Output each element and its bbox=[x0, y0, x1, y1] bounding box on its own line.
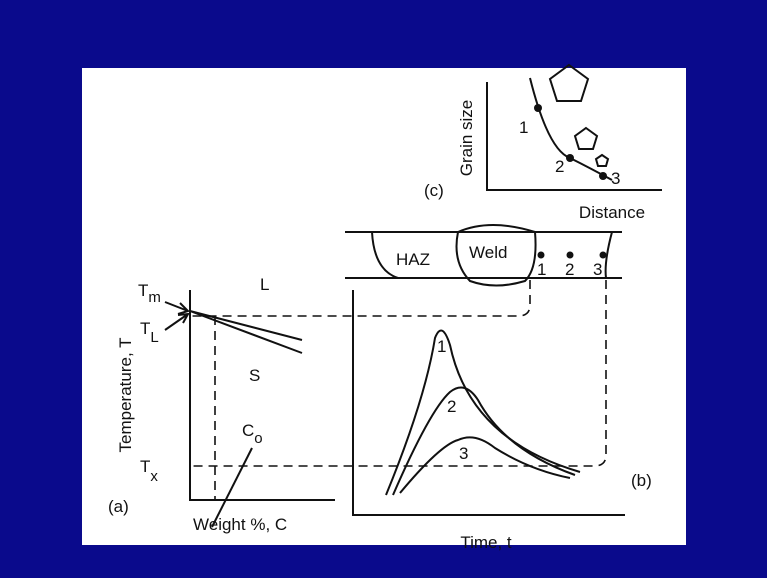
point-label: 2 bbox=[565, 260, 574, 279]
point bbox=[599, 172, 607, 180]
axes bbox=[486, 82, 662, 191]
axes bbox=[189, 290, 335, 501]
connector bbox=[190, 280, 607, 467]
grain-small bbox=[594, 153, 610, 167]
point bbox=[566, 154, 574, 162]
curve-label: 3 bbox=[459, 444, 468, 463]
arrow bbox=[164, 312, 190, 331]
symbol: C bbox=[242, 421, 254, 440]
x-axis-label: Distance bbox=[579, 203, 645, 222]
co-label: Co bbox=[242, 421, 263, 447]
point-label: 1 bbox=[519, 118, 528, 137]
point bbox=[537, 251, 545, 259]
point-label: 3 bbox=[611, 169, 620, 188]
liquid-label: L bbox=[260, 275, 269, 294]
connector bbox=[190, 280, 531, 317]
solid-label: S bbox=[249, 366, 260, 385]
haz-label: HAZ bbox=[396, 250, 430, 269]
point bbox=[566, 251, 574, 259]
grain-medium bbox=[573, 126, 599, 150]
point bbox=[534, 104, 542, 112]
panel-c: 1 2 3 Grain size Distance (c) bbox=[424, 63, 662, 222]
tl-label: TL bbox=[140, 319, 159, 346]
phase-lines bbox=[189, 310, 303, 354]
haz-boundary bbox=[371, 231, 399, 279]
tm-label: Tm bbox=[138, 281, 161, 306]
weld-strip: HAZ Weld 1 2 3 bbox=[345, 224, 622, 287]
tx-label: Tx bbox=[140, 457, 158, 485]
arrow bbox=[164, 301, 190, 315]
subscript: x bbox=[150, 468, 158, 485]
subscript: L bbox=[150, 329, 158, 346]
symbol: T bbox=[138, 281, 148, 300]
curve-label: 1 bbox=[437, 337, 446, 356]
symbol: T bbox=[140, 319, 150, 338]
thermal-curve bbox=[399, 436, 571, 494]
point bbox=[599, 251, 607, 259]
weld-label: Weld bbox=[469, 243, 507, 262]
panel-label: (a) bbox=[108, 497, 129, 516]
y-axis-label: Temperature, T bbox=[116, 338, 135, 453]
x-axis-label: Time, t bbox=[460, 533, 512, 552]
thermal-curve bbox=[392, 386, 576, 496]
panel-b: 1 2 3 (b) Time, t bbox=[352, 290, 652, 552]
subscript: m bbox=[148, 289, 161, 306]
grain-large bbox=[548, 63, 590, 102]
co-pointer bbox=[211, 447, 253, 528]
symbol: T bbox=[140, 457, 150, 476]
point-label: 2 bbox=[555, 157, 564, 176]
subscript: o bbox=[254, 430, 262, 447]
y-axis-label: Grain size bbox=[457, 100, 476, 177]
panel-label: (b) bbox=[631, 471, 652, 490]
weld-bead bbox=[455, 224, 537, 287]
curve-label: 2 bbox=[447, 397, 456, 416]
point-label: 3 bbox=[593, 260, 602, 279]
haz-boundary bbox=[604, 231, 613, 279]
axes bbox=[352, 290, 625, 516]
panel-label: (c) bbox=[424, 181, 444, 200]
point-label: 1 bbox=[537, 260, 546, 279]
panel-a: Tm TL Tx L S Co Temperature, T Weight %,… bbox=[108, 275, 335, 534]
x-axis-label: Weight %, C bbox=[193, 515, 287, 534]
